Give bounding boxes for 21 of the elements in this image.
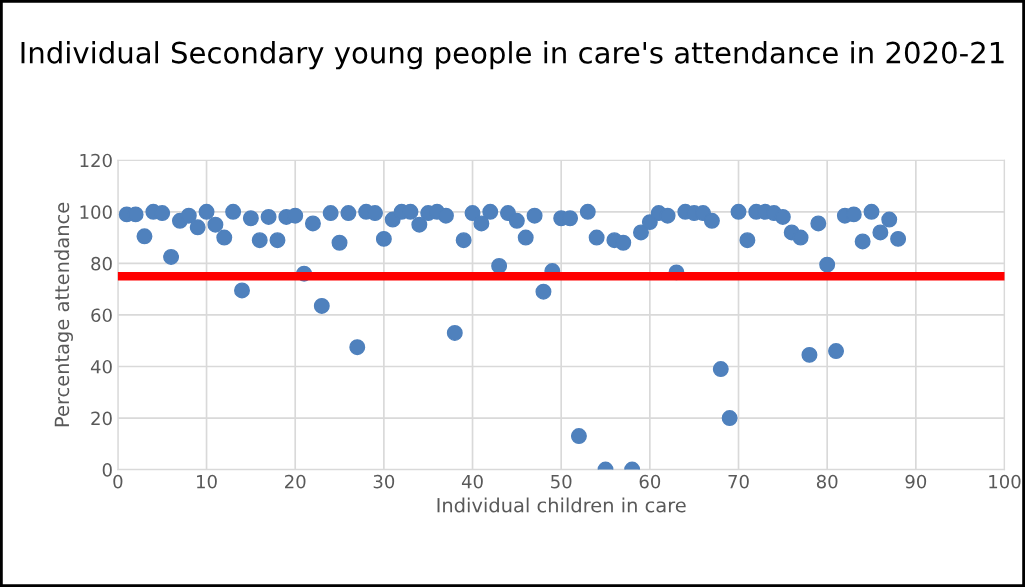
y-tick-label: 120 <box>80 153 112 168</box>
y-tick-label: 20 <box>91 411 112 426</box>
x-tick-label: 30 <box>373 474 395 489</box>
x-tick-label: 20 <box>285 474 306 489</box>
x-tick-label: 0 <box>113 474 123 489</box>
x-tick-label: 10 <box>197 474 217 489</box>
y-tick-label: 0 <box>102 463 112 477</box>
x-tick-label: 100 <box>989 474 1021 489</box>
chart-title: Individual Secondary young people in care's attendance in 2020-21 <box>21 41 1004 70</box>
x-tick-label: 40 <box>461 474 483 489</box>
x-tick-label: 80 <box>816 474 838 489</box>
x-tick-label: 50 <box>551 474 572 489</box>
x-tick-label: 60 <box>639 474 661 489</box>
y-tick-label: 60 <box>91 308 112 323</box>
x-tick-label: 90 <box>905 474 927 489</box>
y-axis-title: Percentage attendance <box>54 202 73 427</box>
y-tick-label: 40 <box>90 359 112 374</box>
y-tick-label: 80 <box>91 256 112 271</box>
x-axis-title: Individual children in care <box>437 497 686 513</box>
x-tick-label: 70 <box>728 474 749 489</box>
y-tick-label: 100 <box>80 205 112 219</box>
